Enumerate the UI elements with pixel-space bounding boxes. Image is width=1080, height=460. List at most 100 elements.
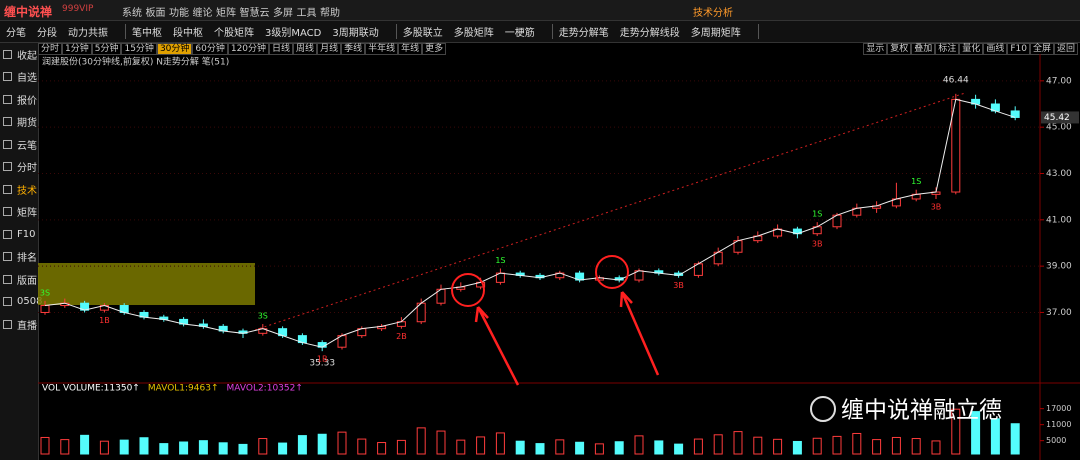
menu-item[interactable]: 工具: [296, 8, 317, 19]
menu-item[interactable]: 系统: [122, 8, 142, 19]
volume-bar: [951, 408, 961, 455]
volume-legend: MAVOL2:10352↑: [227, 384, 303, 394]
tool-button[interactable]: 量化: [959, 43, 984, 55]
sidebar-item[interactable]: 直播: [0, 313, 38, 336]
toolbar-button[interactable]: 分段: [37, 28, 57, 39]
toolbar-button[interactable]: 个股矩阵: [214, 28, 254, 39]
toolbar-group: 走势分解笔 走势分解线段 多周期矩阵: [553, 24, 759, 39]
tool-button[interactable]: 返回: [1053, 43, 1078, 55]
volume-bar: [495, 432, 505, 455]
sidebar-item[interactable]: 矩阵: [0, 201, 38, 224]
high-label: 46.44: [943, 75, 969, 85]
period-tab[interactable]: 半年线: [365, 43, 399, 55]
volume-bar: [436, 430, 446, 455]
sidebar-item[interactable]: 云笔: [0, 133, 38, 156]
toolbar-button[interactable]: 动力共振: [68, 28, 108, 39]
volume-bar: [594, 443, 604, 455]
period-tab[interactable]: 60分钟: [192, 43, 228, 55]
toolbar-button[interactable]: 笔中枢: [132, 28, 162, 39]
toolbar-button[interactable]: 多周期矩阵: [690, 28, 741, 39]
menu-item[interactable]: 帮助: [320, 8, 340, 19]
toolbar-button[interactable]: 走势分解线段: [619, 28, 680, 39]
tool-button[interactable]: 画线: [983, 43, 1008, 55]
period-tab[interactable]: 季线: [341, 43, 366, 55]
volume-bar: [674, 443, 684, 455]
wechat-icon: [810, 396, 836, 422]
signal-label: 3S: [258, 312, 268, 321]
window-title: 技术分析: [693, 8, 733, 19]
menu-item[interactable]: 板面: [145, 8, 166, 19]
menu-item[interactable]: 矩阵: [216, 8, 236, 19]
tool-button[interactable]: 全屏: [1029, 43, 1054, 55]
sidebar-item[interactable]: 自选: [0, 66, 38, 89]
volume-bar: [357, 438, 367, 455]
period-tab[interactable]: 周线: [293, 43, 318, 55]
period-tab[interactable]: 更多: [422, 43, 447, 55]
y-tick-label: 37.00: [1046, 308, 1072, 318]
volume-bar: [852, 432, 862, 455]
menu-item[interactable]: 缠论: [192, 8, 213, 19]
period-tab[interactable]: 年线: [398, 43, 423, 55]
menu-item[interactable]: 智慧云: [239, 8, 270, 19]
toolbar-button[interactable]: 一梗筋: [504, 28, 535, 39]
y-tick-label: 47.00: [1046, 76, 1072, 86]
sidebar-item[interactable]: F10: [0, 223, 38, 246]
tool-button[interactable]: 叠加: [911, 43, 936, 55]
tool-button[interactable]: 标注: [935, 43, 960, 55]
sidebar-item[interactable]: 报价: [0, 88, 38, 111]
volume-bar: [337, 431, 347, 455]
sidebar-item[interactable]: 分时: [0, 156, 38, 179]
period-tab[interactable]: 5分钟: [91, 43, 122, 55]
sidebar-item[interactable]: 排名: [0, 246, 38, 269]
tool-button[interactable]: 复权: [887, 43, 912, 55]
volume-bar: [872, 439, 882, 455]
period-tab[interactable]: 月线: [317, 43, 342, 55]
volume-bar: [119, 439, 129, 455]
volume-bar: [792, 440, 802, 455]
toolbar-button[interactable]: 多股联立: [402, 28, 443, 39]
volume-bar: [832, 435, 842, 455]
y-tick-label: 39.00: [1046, 262, 1072, 272]
signal-label: 2B: [396, 332, 407, 341]
sidebar-item[interactable]: 期货: [0, 111, 38, 134]
period-tab[interactable]: 1分钟: [62, 43, 92, 55]
menu-item[interactable]: 功能: [169, 8, 189, 19]
sidebar-item[interactable]: 版面: [0, 268, 38, 291]
tool-button[interactable]: F10: [1007, 43, 1030, 55]
period-tab[interactable]: 15分钟: [121, 43, 157, 55]
zone-box: [38, 263, 255, 305]
menu-item[interactable]: 多屏: [273, 8, 293, 19]
toolbar-button[interactable]: 3周期联动: [332, 28, 379, 39]
volume-bar: [971, 411, 981, 455]
toolbar-button[interactable]: 段中枢: [173, 28, 203, 39]
volume-bar: [733, 431, 743, 455]
period-tab[interactable]: 120分钟: [227, 43, 270, 55]
y-tick-label: 41.00: [1046, 215, 1072, 225]
y-tick-label: 43.00: [1046, 169, 1072, 179]
toolbar-button[interactable]: 走势分解笔: [558, 28, 609, 39]
volume-bar: [812, 437, 822, 455]
toolbar-button[interactable]: 3级别MACD: [265, 28, 322, 39]
toolbar-button[interactable]: 分笔: [6, 28, 26, 39]
sidebar-item[interactable]: 收起: [0, 43, 38, 66]
sidebar-item[interactable]: 技术: [0, 178, 38, 201]
arrow: [619, 291, 660, 376]
toolbar-button[interactable]: 多股矩阵: [453, 28, 494, 39]
volume-bar: [40, 436, 50, 455]
watermark: 缠中说禅融立德: [841, 398, 1002, 424]
volume-bar: [80, 434, 90, 455]
toolbar-group: 分笔 分段 动力共振: [0, 24, 126, 39]
period-tab[interactable]: 分时: [38, 43, 63, 55]
signal-label: 1B: [99, 316, 110, 325]
volume-bar: [476, 436, 486, 455]
sidebar-item[interactable]: 0508: [0, 291, 42, 314]
period-tab[interactable]: 日线: [269, 43, 294, 55]
tool-button[interactable]: 显示: [863, 43, 888, 55]
period-tab[interactable]: 30分钟: [156, 43, 193, 55]
signal-label: 1B: [317, 355, 328, 364]
signal-label: 3B: [673, 281, 684, 290]
arrow: [474, 306, 520, 386]
signal-label: 1S: [812, 210, 822, 219]
volume-bar: [575, 441, 585, 455]
y-tick-label: 45.00: [1046, 123, 1072, 133]
